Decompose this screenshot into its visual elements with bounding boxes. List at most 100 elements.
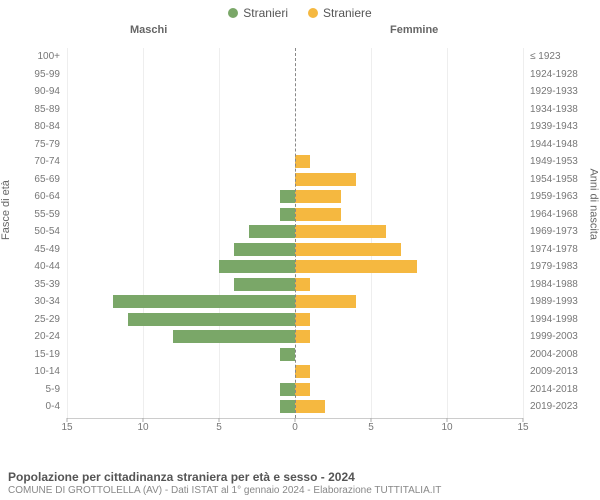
birth-tick: 1979-1983 — [530, 261, 586, 272]
age-tick: 5-9 — [20, 384, 60, 395]
age-tick: 85-89 — [20, 104, 60, 115]
birth-tick: 2019-2023 — [530, 401, 586, 412]
bar-female — [295, 208, 341, 221]
subtitle-female: Femmine — [390, 24, 438, 36]
chart-area: Fasce di età Anni di nascita 100+≤ 19239… — [0, 40, 600, 440]
caption-title: Popolazione per cittadinanza straniera p… — [8, 470, 592, 484]
birth-tick: 1939-1943 — [530, 121, 586, 132]
age-tick: 0-4 — [20, 401, 60, 412]
subtitle-male: Maschi — [130, 24, 167, 36]
bar-male — [234, 278, 295, 291]
age-tick: 20-24 — [20, 331, 60, 342]
pyramid-row: 85-89 1934-1938 — [0, 101, 600, 119]
pyramid-row: 20-24 1999-2003 — [0, 328, 600, 346]
age-tick: 65-69 — [20, 174, 60, 185]
birth-tick: 1999-2003 — [530, 331, 586, 342]
birth-tick: 1989-1993 — [530, 296, 586, 307]
xtick-label: 15 — [517, 422, 528, 433]
age-tick: 75-79 — [20, 139, 60, 150]
bar-female — [295, 365, 310, 378]
pyramid-row: 15-19 2004-2008 — [0, 346, 600, 364]
bar-female — [295, 383, 310, 396]
age-tick: 60-64 — [20, 191, 60, 202]
birth-tick: 1964-1968 — [530, 209, 586, 220]
birth-tick: 1954-1958 — [530, 174, 586, 185]
bar-male — [280, 383, 295, 396]
bar-female — [295, 313, 310, 326]
pyramid-row: 55-591964-1968 — [0, 206, 600, 224]
birth-tick: 2014-2018 — [530, 384, 586, 395]
xtick-label: 15 — [61, 422, 72, 433]
bar-female — [295, 225, 386, 238]
xaxis-ticks: 15105051015 — [67, 422, 523, 440]
birth-tick: 2009-2013 — [530, 366, 586, 377]
pyramid-row: 50-54 1969-1973 — [0, 223, 600, 241]
pyramid-rows: 100+≤ 192395-991924-192890-941929-193385… — [0, 48, 600, 416]
bar-male — [280, 348, 295, 361]
bar-female — [295, 173, 356, 186]
xtick-label: 10 — [441, 422, 452, 433]
age-tick: 30-34 — [20, 296, 60, 307]
center-line — [295, 48, 296, 418]
birth-tick: 1934-1938 — [530, 104, 586, 115]
pyramid-row: 65-69 1954-1958 — [0, 171, 600, 189]
pyramid-row: 100+ ≤ 1923 — [0, 48, 600, 66]
age-tick: 100+ — [20, 51, 60, 62]
bar-female — [295, 243, 401, 256]
birth-tick: 1959-1963 — [530, 191, 586, 202]
birth-tick: 1949-1953 — [530, 156, 586, 167]
birth-tick: 1969-1973 — [530, 226, 586, 237]
legend-label-male: Stranieri — [243, 6, 288, 20]
legend-swatch-female — [308, 8, 318, 18]
birth-tick: ≤ 1923 — [530, 51, 586, 62]
pyramid-row: 30-34 1989-1993 — [0, 293, 600, 311]
age-tick: 90-94 — [20, 86, 60, 97]
bar-female — [295, 260, 417, 273]
xtick-label: 5 — [368, 422, 374, 433]
caption: Popolazione per cittadinanza straniera p… — [8, 470, 592, 496]
age-tick: 10-14 — [20, 366, 60, 377]
age-tick: 45-49 — [20, 244, 60, 255]
bar-male — [280, 190, 295, 203]
pyramid-row: 45-49 1974-1978 — [0, 241, 600, 259]
xtick-label: 0 — [292, 422, 298, 433]
bar-female — [295, 190, 341, 203]
birth-tick: 2004-2008 — [530, 349, 586, 360]
age-tick: 35-39 — [20, 279, 60, 290]
bar-female — [295, 330, 310, 343]
bar-male — [249, 225, 295, 238]
age-tick: 50-54 — [20, 226, 60, 237]
bar-male — [280, 208, 295, 221]
bar-male — [234, 243, 295, 256]
pyramid-row: 0-4 2019-2023 — [0, 398, 600, 416]
pyramid-row: 10-14 2009-2013 — [0, 363, 600, 381]
pyramid-row: 80-84 1939-1943 — [0, 118, 600, 136]
age-tick: 15-19 — [20, 349, 60, 360]
bar-male — [219, 260, 295, 273]
pyramid-row: 75-791944-1948 — [0, 136, 600, 154]
age-tick: 95-99 — [20, 69, 60, 80]
birth-tick: 1994-1998 — [530, 314, 586, 325]
age-tick: 80-84 — [20, 121, 60, 132]
legend-item-male: Stranieri — [228, 6, 288, 20]
legend-label-female: Straniere — [323, 6, 372, 20]
birth-tick: 1974-1978 — [530, 244, 586, 255]
pyramid-row: 90-941929-1933 — [0, 83, 600, 101]
pyramid-row: 60-64 1959-1963 — [0, 188, 600, 206]
birth-tick: 1924-1928 — [530, 69, 586, 80]
legend-swatch-male — [228, 8, 238, 18]
bar-female — [295, 400, 325, 413]
gender-subtitles: Maschi Femmine — [0, 24, 600, 40]
pyramid-row: 40-441979-1983 — [0, 258, 600, 276]
xtick-label: 5 — [216, 422, 222, 433]
legend-item-female: Straniere — [308, 6, 372, 20]
pyramid-row: 95-99 1924-1928 — [0, 66, 600, 84]
birth-tick: 1984-1988 — [530, 279, 586, 290]
age-tick: 25-29 — [20, 314, 60, 325]
age-tick: 70-74 — [20, 156, 60, 167]
bar-male — [173, 330, 295, 343]
bar-male — [128, 313, 295, 326]
bar-female — [295, 155, 310, 168]
bar-male — [113, 295, 295, 308]
xtick-label: 10 — [137, 422, 148, 433]
